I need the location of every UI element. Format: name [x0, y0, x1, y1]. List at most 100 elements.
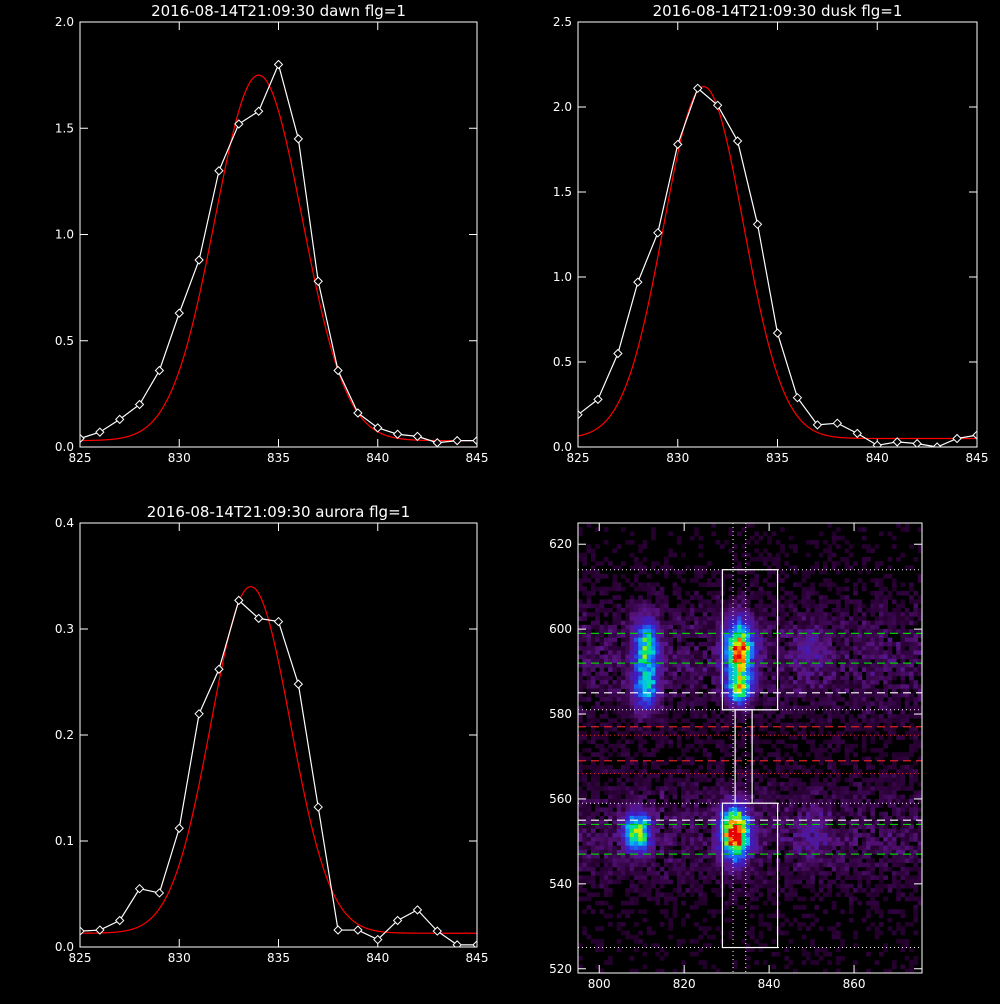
- heatmap-cell: [643, 833, 648, 838]
- heatmap-cell: [668, 790, 673, 795]
- heatmap-cell: [802, 863, 807, 868]
- heatmap-cell: [617, 740, 622, 745]
- heatmap-cell: [612, 846, 617, 851]
- heatmap-cell: [604, 710, 609, 715]
- heatmap-cell: [724, 714, 729, 719]
- heatmap-cell: [810, 884, 815, 889]
- heatmap-cell: [750, 701, 755, 706]
- heatmap-cell: [832, 633, 837, 638]
- heatmap-cell: [698, 790, 703, 795]
- heatmap-cell: [763, 795, 768, 800]
- heatmap-cell: [780, 655, 785, 660]
- heatmap-cell: [698, 884, 703, 889]
- heatmap-cell: [716, 570, 721, 575]
- heatmap-cell: [806, 833, 811, 838]
- heatmap-cell: [853, 676, 858, 681]
- heatmap-cell: [896, 523, 901, 528]
- heatmap-cell: [892, 642, 897, 647]
- heatmap-cell: [797, 867, 802, 872]
- heatmap-cell: [591, 735, 596, 740]
- heatmap-cell: [866, 684, 871, 689]
- heatmap-cell: [845, 595, 850, 600]
- heatmap-cell: [634, 680, 639, 685]
- heatmap-cell: [638, 773, 643, 778]
- heatmap-cell: [789, 888, 794, 893]
- heatmap-cell: [711, 833, 716, 838]
- heatmap-cell: [866, 786, 871, 791]
- heatmap-cell: [883, 727, 888, 732]
- heatmap-cell: [668, 667, 673, 672]
- heatmap-cell: [754, 756, 759, 761]
- heatmap-cell: [746, 752, 751, 757]
- heatmap-cell: [587, 638, 592, 643]
- heatmap-cell: [905, 769, 910, 774]
- heatmap-cell: [690, 773, 695, 778]
- heatmap-cell: [621, 863, 626, 868]
- heatmap-cell: [840, 740, 845, 745]
- heatmap-cell: [879, 829, 884, 834]
- heatmap-cell: [634, 714, 639, 719]
- data-point: [853, 429, 861, 437]
- heatmap-cell: [905, 714, 910, 719]
- heatmap-cell: [901, 553, 906, 558]
- heatmap-cell: [578, 786, 583, 791]
- heatmap-cell: [582, 638, 587, 643]
- heatmap-cell: [746, 812, 751, 817]
- heatmap-cell: [582, 790, 587, 795]
- heatmap-cell: [686, 701, 691, 706]
- heatmap-cell: [746, 863, 751, 868]
- heatmap-cell: [746, 778, 751, 783]
- heatmap-cell: [810, 604, 815, 609]
- heatmap-cell: [608, 854, 613, 859]
- heatmap-cell: [690, 701, 695, 706]
- heatmap-cell: [578, 676, 583, 681]
- heatmap-cell: [759, 858, 764, 863]
- heatmap-cell: [681, 604, 686, 609]
- heatmap-cell: [587, 663, 592, 668]
- heatmap-cell: [853, 735, 858, 740]
- heatmap-cell: [698, 599, 703, 604]
- heatmap-cell: [754, 833, 759, 838]
- heatmap-cell: [832, 765, 837, 770]
- heatmap-cell: [733, 616, 738, 621]
- heatmap-cell: [883, 595, 888, 600]
- heatmap-cell: [806, 553, 811, 558]
- heatmap-cell: [853, 684, 858, 689]
- heatmap-cell: [870, 663, 875, 668]
- heatmap-cell: [862, 625, 867, 630]
- heatmap-cell: [582, 778, 587, 783]
- heatmap-cell: [634, 803, 639, 808]
- heatmap-cell: [716, 850, 721, 855]
- heatmap-cell: [780, 765, 785, 770]
- panel-title: 2016-08-14T21:09:30 dawn flg=1: [151, 2, 406, 20]
- heatmap-cell: [591, 846, 596, 851]
- heatmap-cell: [651, 693, 656, 698]
- heatmap-cell: [858, 782, 863, 787]
- heatmap-cell: [789, 544, 794, 549]
- heatmap-cell: [754, 773, 759, 778]
- heatmap-cell: [797, 663, 802, 668]
- heatmap-cell: [815, 858, 820, 863]
- heatmap-cell: [612, 646, 617, 651]
- heatmap-cell: [836, 693, 841, 698]
- heatmap-cell: [655, 633, 660, 638]
- heatmap-cell: [909, 655, 914, 660]
- heatmap-cell: [810, 693, 815, 698]
- heatmap-cell: [595, 625, 600, 630]
- heatmap-cell: [892, 693, 897, 698]
- heatmap-cell: [737, 714, 742, 719]
- heatmap-cell: [729, 841, 734, 846]
- heatmap-cell: [802, 812, 807, 817]
- heatmap-cell: [677, 710, 682, 715]
- heatmap-cell: [625, 625, 630, 630]
- heatmap-cell: [668, 676, 673, 681]
- heatmap-cell: [853, 773, 858, 778]
- heatmap-cell: [754, 646, 759, 651]
- x-tick-label: 835: [267, 451, 290, 465]
- heatmap-cell: [608, 663, 613, 668]
- heatmap-cell: [655, 604, 660, 609]
- heatmap-cell: [913, 599, 918, 604]
- heatmap-cell: [591, 587, 596, 592]
- heatmap-cell: [698, 684, 703, 689]
- heatmap-cell: [625, 752, 630, 757]
